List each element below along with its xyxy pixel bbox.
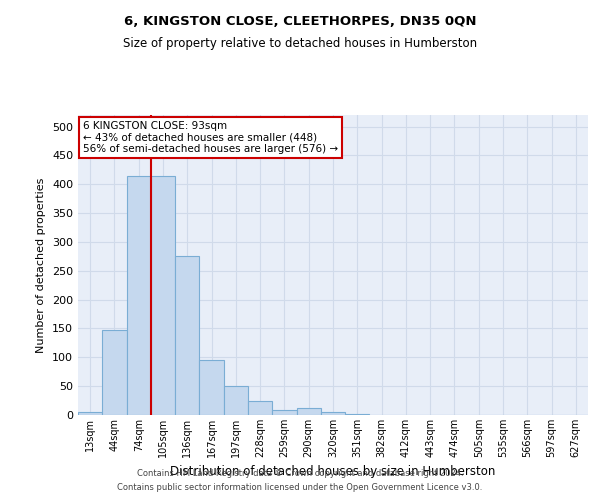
Bar — [175, 256, 199, 415]
Bar — [224, 386, 248, 415]
Bar — [248, 400, 272, 415]
Text: Contains public sector information licensed under the Open Government Licence v3: Contains public sector information licen… — [118, 484, 482, 492]
Bar — [199, 360, 224, 415]
X-axis label: Distribution of detached houses by size in Humberston: Distribution of detached houses by size … — [170, 466, 496, 478]
Bar — [102, 330, 127, 415]
Bar — [296, 408, 321, 415]
Bar — [151, 176, 175, 415]
Bar — [321, 412, 345, 415]
Bar — [78, 412, 102, 415]
Text: 6, KINGSTON CLOSE, CLEETHORPES, DN35 0QN: 6, KINGSTON CLOSE, CLEETHORPES, DN35 0QN — [124, 15, 476, 28]
Bar — [127, 176, 151, 415]
Text: 6 KINGSTON CLOSE: 93sqm
← 43% of detached houses are smaller (448)
56% of semi-d: 6 KINGSTON CLOSE: 93sqm ← 43% of detache… — [83, 121, 338, 154]
Bar — [345, 414, 370, 415]
Text: Contains HM Land Registry data © Crown copyright and database right 2024.: Contains HM Land Registry data © Crown c… — [137, 468, 463, 477]
Y-axis label: Number of detached properties: Number of detached properties — [37, 178, 46, 352]
Bar — [272, 410, 296, 415]
Text: Size of property relative to detached houses in Humberston: Size of property relative to detached ho… — [123, 38, 477, 51]
